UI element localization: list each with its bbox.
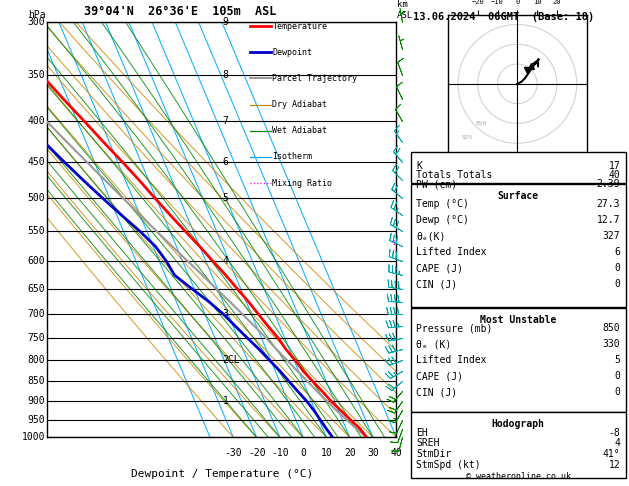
Text: StmSpd (kt): StmSpd (kt) xyxy=(416,460,481,470)
Text: 20: 20 xyxy=(415,240,423,246)
Text: Dewpoint: Dewpoint xyxy=(272,48,313,57)
Text: 5: 5 xyxy=(615,355,620,365)
Text: 300: 300 xyxy=(28,17,45,27)
Text: 4: 4 xyxy=(615,438,620,449)
Text: 700: 700 xyxy=(28,309,45,319)
Text: 3: 3 xyxy=(408,240,412,246)
Text: 2.39: 2.39 xyxy=(597,179,620,190)
Text: 10: 10 xyxy=(413,240,421,246)
Text: 9: 9 xyxy=(223,17,228,27)
Text: 650: 650 xyxy=(28,284,45,294)
Text: StmDir: StmDir xyxy=(416,449,452,459)
Text: 4: 4 xyxy=(223,256,228,266)
Text: Lifted Index: Lifted Index xyxy=(416,355,487,365)
Text: 925: 925 xyxy=(462,135,473,140)
Text: CIN (J): CIN (J) xyxy=(416,387,457,398)
Text: 12.7: 12.7 xyxy=(597,215,620,226)
Text: CIN (J): CIN (J) xyxy=(416,279,457,290)
Text: Mixing Ratio: Mixing Ratio xyxy=(272,178,332,188)
Text: 550: 550 xyxy=(28,226,45,236)
Text: Surface: Surface xyxy=(498,191,539,201)
Text: θₑ (K): θₑ (K) xyxy=(416,339,452,349)
Text: Mixing Ratio (g/kg): Mixing Ratio (g/kg) xyxy=(412,203,421,298)
Text: 450: 450 xyxy=(28,157,45,167)
Text: -30: -30 xyxy=(225,448,242,458)
Text: 600: 600 xyxy=(28,256,45,266)
Text: Lifted Index: Lifted Index xyxy=(416,247,487,258)
Text: 41°: 41° xyxy=(603,449,620,459)
Text: K: K xyxy=(416,161,422,171)
Text: 500: 500 xyxy=(28,193,45,203)
Text: Isotherm: Isotherm xyxy=(272,153,313,161)
Text: Wet Adiabat: Wet Adiabat xyxy=(272,126,327,135)
Text: 750: 750 xyxy=(28,333,45,343)
Text: Totals Totals: Totals Totals xyxy=(416,170,493,180)
Text: 6: 6 xyxy=(223,157,228,167)
Text: 850: 850 xyxy=(603,323,620,333)
Text: 5: 5 xyxy=(412,240,416,246)
Text: PW (cm): PW (cm) xyxy=(416,179,457,190)
Text: Dry Adiabat: Dry Adiabat xyxy=(272,100,327,109)
Text: 2CL: 2CL xyxy=(223,355,240,365)
Text: Hodograph: Hodograph xyxy=(492,419,545,430)
Text: 400: 400 xyxy=(28,116,45,126)
Text: 2: 2 xyxy=(403,240,408,246)
Text: 7: 7 xyxy=(223,116,228,126)
Text: 0: 0 xyxy=(615,387,620,398)
Text: 15: 15 xyxy=(415,240,423,246)
Text: 10: 10 xyxy=(321,448,332,458)
Text: 327: 327 xyxy=(603,231,620,242)
Text: 4: 4 xyxy=(411,240,415,246)
Text: 3: 3 xyxy=(223,309,228,319)
Text: Dewp (°C): Dewp (°C) xyxy=(416,215,469,226)
Text: Dewpoint / Temperature (°C): Dewpoint / Temperature (°C) xyxy=(131,469,313,479)
Text: Temperature: Temperature xyxy=(272,21,327,31)
Text: © weatheronline.co.uk: © weatheronline.co.uk xyxy=(467,472,571,481)
Text: 27.3: 27.3 xyxy=(597,199,620,209)
Text: 8: 8 xyxy=(415,240,419,246)
Text: -10: -10 xyxy=(271,448,289,458)
Text: 12: 12 xyxy=(608,460,620,470)
Text: 1: 1 xyxy=(392,240,396,246)
Text: 0: 0 xyxy=(615,371,620,382)
Text: -20: -20 xyxy=(248,448,265,458)
Text: CAPE (J): CAPE (J) xyxy=(416,263,464,274)
Text: 17: 17 xyxy=(608,161,620,171)
Text: Temp (°C): Temp (°C) xyxy=(416,199,469,209)
Text: 25: 25 xyxy=(415,240,424,246)
Text: Most Unstable: Most Unstable xyxy=(480,315,557,325)
Text: 0: 0 xyxy=(300,448,306,458)
Text: -8: -8 xyxy=(608,428,620,438)
Text: CAPE (J): CAPE (J) xyxy=(416,371,464,382)
Text: 39°04'N  26°36'E  105m  ASL: 39°04'N 26°36'E 105m ASL xyxy=(84,5,276,17)
Text: 0: 0 xyxy=(615,263,620,274)
Text: 0: 0 xyxy=(615,279,620,290)
Text: 350: 350 xyxy=(28,70,45,80)
Text: θₑ(K): θₑ(K) xyxy=(416,231,446,242)
Text: 40: 40 xyxy=(608,170,620,180)
Text: 950: 950 xyxy=(28,415,45,425)
Text: 850: 850 xyxy=(28,376,45,386)
Text: 850: 850 xyxy=(476,122,487,126)
Text: 8: 8 xyxy=(223,70,228,80)
Text: 330: 330 xyxy=(603,339,620,349)
Text: 13.06.2024  06GMT  (Base: 18): 13.06.2024 06GMT (Base: 18) xyxy=(413,12,594,22)
Text: km
ASL: km ASL xyxy=(397,0,413,20)
Text: 20: 20 xyxy=(344,448,355,458)
Text: 800: 800 xyxy=(28,355,45,365)
Text: 30: 30 xyxy=(367,448,379,458)
Text: 40: 40 xyxy=(391,448,402,458)
Text: SREH: SREH xyxy=(416,438,440,449)
Text: hPa: hPa xyxy=(28,10,45,20)
Text: 5: 5 xyxy=(223,193,228,203)
Text: Parcel Trajectory: Parcel Trajectory xyxy=(272,74,357,83)
Text: 6: 6 xyxy=(615,247,620,258)
Text: EH: EH xyxy=(416,428,428,438)
Text: 900: 900 xyxy=(28,396,45,406)
Text: Pressure (mb): Pressure (mb) xyxy=(416,323,493,333)
Text: 1000: 1000 xyxy=(21,433,45,442)
Text: 1: 1 xyxy=(223,396,228,406)
